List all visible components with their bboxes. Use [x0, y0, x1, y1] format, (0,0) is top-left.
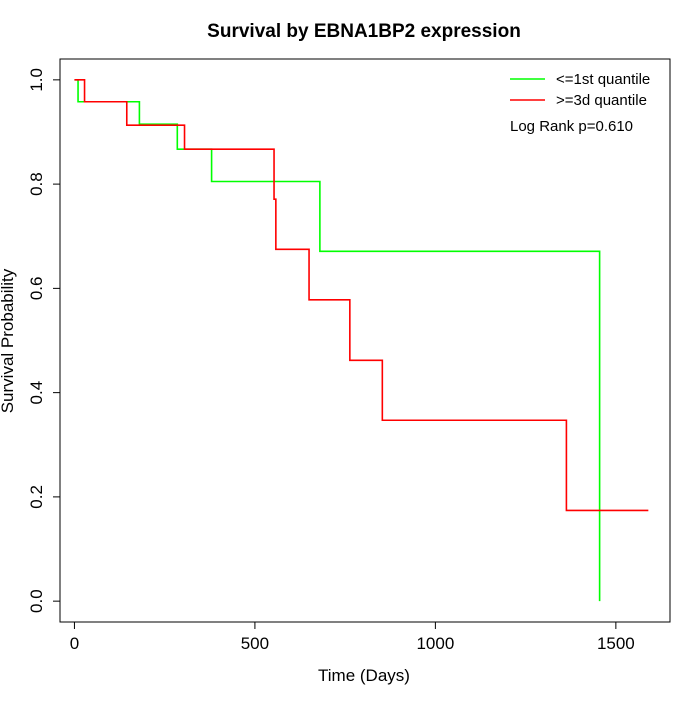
- x-tick-label: 1000: [416, 634, 454, 653]
- y-tick-label: 1.0: [27, 68, 46, 92]
- x-tick-label: 500: [241, 634, 269, 653]
- series-layer: [74, 79, 649, 602]
- legend: <=1st quantile >=3d quantile: [510, 71, 650, 109]
- y-axis: 0.0 0.2 0.4 0.6 0.8 1.0: [27, 68, 61, 613]
- plot-frame: [59, 58, 671, 623]
- x-tick-label: 1500: [597, 634, 635, 653]
- y-tick-label: 0.0: [27, 589, 46, 613]
- y-tick-label: 0.8: [27, 172, 46, 196]
- x-axis-label: Time (Days): [318, 666, 410, 685]
- legend-label-1: <=1st quantile: [556, 71, 650, 88]
- series-line-1: [74, 79, 601, 602]
- y-tick-label: 0.4: [27, 381, 46, 405]
- y-axis-label: Survival Probability: [0, 268, 17, 413]
- chart-title: Survival by EBNA1BP2 expression: [207, 21, 521, 42]
- legend-label-2: >=3d quantile: [556, 92, 647, 109]
- x-axis: 0 500 1000 1500: [70, 621, 635, 653]
- series-line-2: [74, 79, 649, 512]
- logrank-annotation: Log Rank p=0.610: [510, 118, 633, 135]
- y-tick-label: 0.2: [27, 485, 46, 509]
- x-tick-label: 0: [70, 634, 79, 653]
- y-tick-label: 0.6: [27, 277, 46, 301]
